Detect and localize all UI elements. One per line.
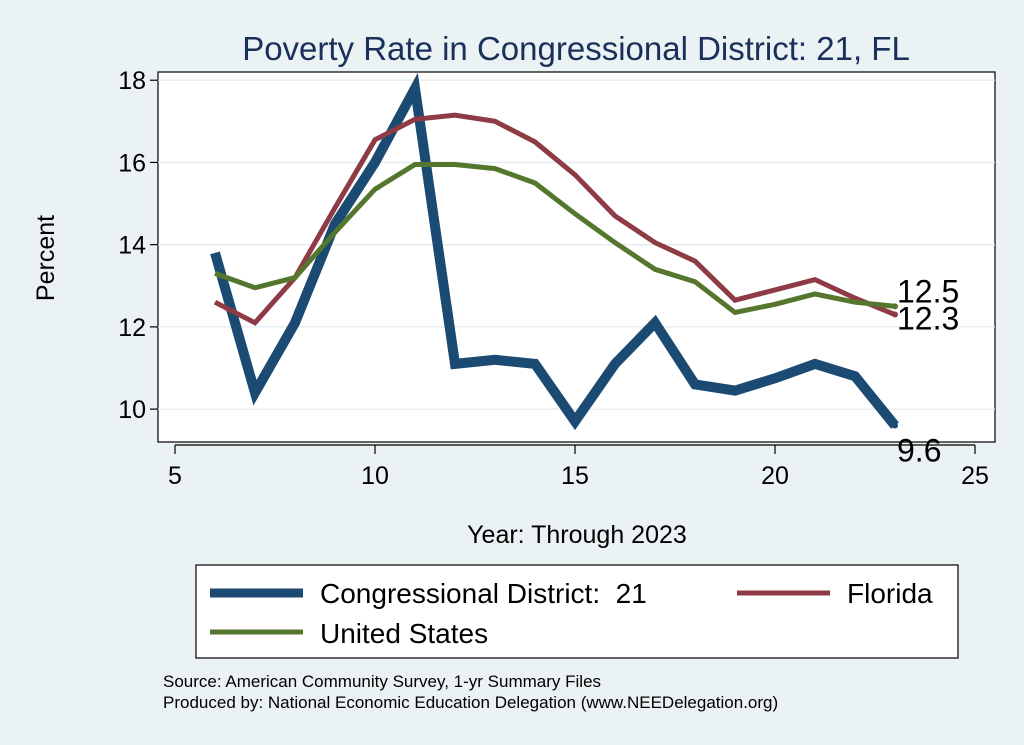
series-end-marker-1 (892, 311, 898, 318)
series-end-marker-2 (892, 303, 898, 310)
y-tick-label-12: 12 (118, 314, 146, 342)
series-lines (210, 72, 899, 431)
x-axis: 5 10 15 20 25 (168, 444, 989, 490)
producer-note: Produced by: National Economic Education… (163, 693, 778, 712)
legend-label-district: Congressional District: 21 (320, 578, 647, 609)
y-tick-label-14: 14 (118, 232, 146, 260)
series-line-1 (213, 112, 896, 326)
legend-label-florida: Florida (847, 578, 933, 609)
end-label-2: 12.5 (897, 273, 959, 309)
end-labels: 9.6 12.312.5 (897, 273, 959, 468)
x-axis-label: Year: Through 2023 (467, 521, 687, 549)
y-axis-label: Percent (32, 215, 60, 301)
x-tick-label-10: 10 (361, 462, 389, 490)
end-label-0: 9.6 (897, 433, 941, 469)
legend-box (195, 564, 959, 659)
y-tick-label-10: 10 (118, 396, 146, 424)
source-note: Source: American Community Survey, 1-yr … (163, 672, 601, 691)
series-end-marker-0 (892, 422, 898, 429)
chart-title: Poverty Rate in Congressional District: … (242, 30, 910, 67)
x-tick-label-15: 15 (561, 462, 589, 490)
y-axis: 10 12 14 16 18 (118, 67, 158, 424)
series-line-2 (214, 162, 896, 316)
y-tick-label-18: 18 (118, 67, 146, 95)
end-label-1: 12.3 (897, 301, 959, 337)
y-tick-label-16: 16 (118, 149, 146, 177)
x-tick-label-25: 25 (961, 462, 989, 490)
legend-label-united-states: United States (320, 618, 488, 649)
x-tick-label-5: 5 (168, 462, 182, 490)
x-tick-label-20: 20 (761, 462, 789, 490)
legend: Congressional District: 21 Florida Unite… (195, 564, 959, 659)
